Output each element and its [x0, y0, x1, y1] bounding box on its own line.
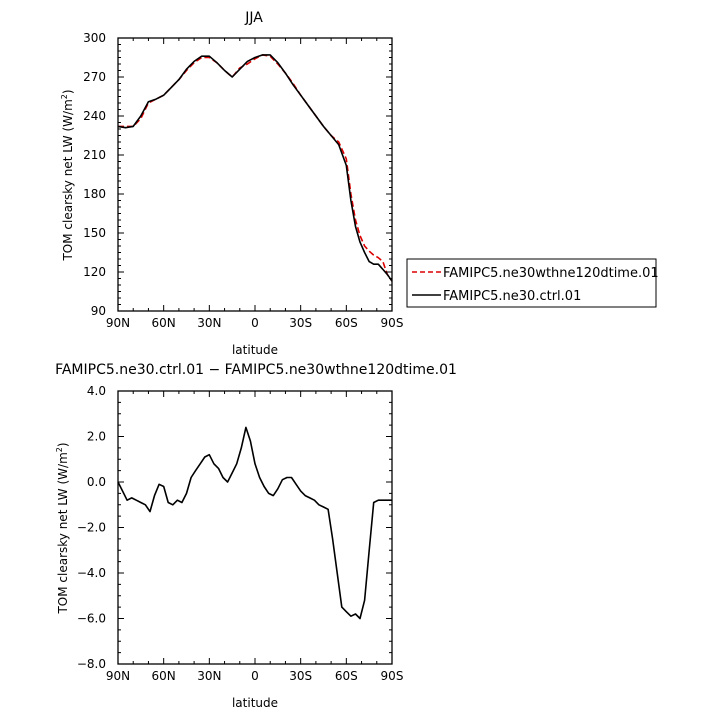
top-y-tick-label: 120 — [83, 265, 106, 279]
top-x-tick-label: 60N — [152, 316, 176, 330]
bottom-x-tick-label: 30S — [289, 669, 312, 683]
bottom-plot-frame — [117, 390, 393, 665]
bottom-x-tick-label: 90S — [381, 669, 404, 683]
top-axis-ticks: 90N 60N 30N 0 30S 60S 90S 90 120 150 180 210 240 270 3… — [83, 31, 403, 330]
top-x-tick-label: 90S — [381, 316, 404, 330]
top-x-tick-label: 60S — [335, 316, 358, 330]
bottom-x-axis-label: latitude — [232, 696, 278, 710]
top-y-tick-label: 300 — [83, 31, 106, 45]
bottom-x-tick-label: 90N — [106, 669, 130, 683]
top-y-tick-label: 240 — [83, 109, 106, 123]
bottom-x-tick-label: 60N — [152, 669, 176, 683]
top-series-line-2 — [117, 54, 393, 282]
top-x-tick-label: 90N — [106, 316, 130, 330]
bottom-axis-ticks: 90N 60N 30N 0 30S 60S 90S −8.0 −6.0 −4.0 −2.0 0.0 2.… — [77, 384, 404, 683]
legend-label-series-1: FAMIPC5.ne30wthne120dtime.01 — [443, 266, 659, 281]
top-y-tick-label: 150 — [83, 226, 106, 240]
bottom-x-tick-label: 60S — [335, 669, 358, 683]
bottom-series-line-1 — [117, 426, 392, 620]
top-y-tick-label: 210 — [83, 148, 106, 162]
bottom-y-axis-label: TOM clearsky net LW (W/m2) — [55, 442, 70, 614]
top-chart-title: JJA — [244, 10, 263, 26]
top-x-tick-label: 30N — [197, 316, 221, 330]
bottom-x-tick-label: 0 — [251, 669, 259, 683]
top-x-tick-label: 0 — [251, 316, 259, 330]
legend: FAMIPC5.ne30wthne120dtime.01 FAMIPC5.ne3… — [406, 258, 659, 308]
bottom-y-tick-label: 2.0 — [87, 430, 106, 444]
top-y-axis-label: TOM clearsky net LW (W/m2) — [60, 89, 75, 261]
top-series-line-1 — [118, 54, 393, 282]
bottom-y-tick-label: −4.0 — [77, 566, 106, 580]
bottom-x-tick-label: 30N — [197, 669, 221, 683]
bottom-y-tick-label: 4.0 — [87, 384, 106, 398]
top-y-tick-label: 180 — [83, 187, 106, 201]
top-panel: JJA 90N 60N 30N 0 30S 60S 90S 90 120 150 180 210 240… — [60, 10, 403, 357]
bottom-plot-lines — [117, 426, 392, 620]
bottom-panel: FAMIPC5.ne30.ctrl.01 − FAMIPC5.ne30wthne… — [55, 362, 457, 710]
top-x-axis-label: latitude — [232, 343, 278, 357]
bottom-y-tick-label: −6.0 — [77, 612, 106, 626]
top-plot-frame — [117, 37, 393, 312]
top-x-tick-label: 30S — [289, 316, 312, 330]
bottom-y-tick-label: −2.0 — [77, 521, 106, 535]
legend-box — [406, 258, 657, 308]
bottom-chart-title: FAMIPC5.ne30.ctrl.01 − FAMIPC5.ne30wthne… — [55, 362, 457, 378]
legend-label-series-2: FAMIPC5.ne30.ctrl.01 — [443, 289, 581, 304]
bottom-y-tick-label: 0.0 — [87, 475, 106, 489]
bottom-y-tick-label: −8.0 — [77, 657, 106, 671]
top-y-tick-label: 90 — [91, 304, 106, 318]
top-plot-lines — [117, 54, 393, 282]
top-y-tick-label: 270 — [83, 70, 106, 84]
